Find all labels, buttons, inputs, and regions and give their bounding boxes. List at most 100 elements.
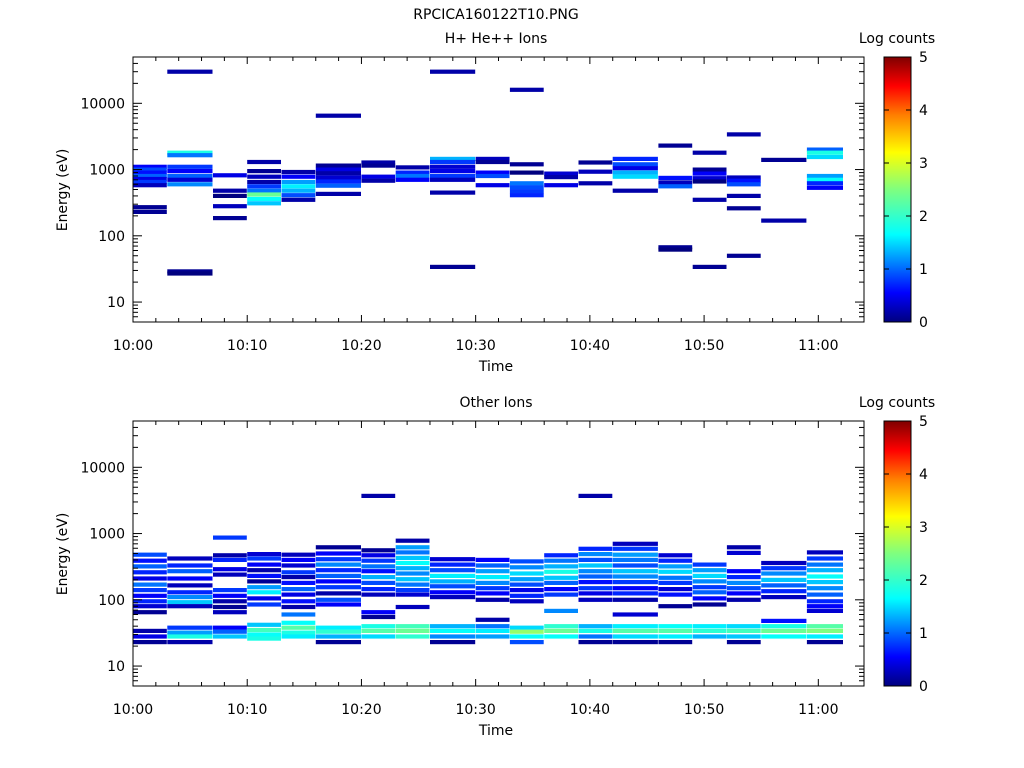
heatmap-cell (578, 591, 613, 596)
heatmap-cell (430, 264, 476, 269)
heatmap-cell (133, 634, 167, 639)
heatmap-cell (430, 164, 476, 169)
heatmap-cell (167, 69, 213, 74)
axes: 10:00 10:10 10:20 10:30 10:40 10:50 11:00 10 100… (80, 56, 865, 354)
colorbar-tick-label: 4 (919, 103, 928, 119)
heatmap-cell (761, 571, 807, 576)
heatmap-cell (281, 570, 316, 575)
heatmap-cell (247, 159, 281, 165)
heatmap-cell (612, 628, 658, 633)
heatmap-cell (213, 553, 247, 558)
heatmap-cell (806, 599, 843, 604)
heatmap-cell (761, 634, 807, 639)
heatmap-cell (509, 181, 544, 186)
heatmap-cell (213, 535, 247, 540)
heatmap-cell (361, 174, 396, 179)
heatmap-cell (544, 558, 578, 563)
heatmap-cell (315, 179, 361, 184)
heatmap-cell (247, 196, 281, 202)
heatmap-cell (806, 147, 843, 152)
heatmap-cell (213, 193, 247, 198)
heatmap-cell (167, 569, 213, 574)
heatmap-cell (509, 640, 544, 645)
y-tick-label: 10000 (80, 460, 125, 476)
heatmap-cell (509, 189, 544, 194)
heatmap-cell (761, 583, 807, 588)
heatmap-cell (544, 580, 578, 585)
heatmap-cell (281, 169, 316, 175)
heatmap-cell (544, 564, 578, 569)
heatmap-cell (361, 592, 396, 597)
heatmap-cell (281, 193, 316, 198)
heatmap-cell (692, 579, 727, 584)
heatmap-cell (361, 610, 396, 615)
x-axis-label: Time (478, 723, 513, 739)
heatmap-cell (167, 630, 213, 635)
heatmap-cells (133, 493, 843, 645)
heatmap-cell (315, 562, 361, 567)
x-tick-label: 10:30 (455, 702, 495, 718)
heatmap-cell (361, 493, 396, 498)
heatmap-cell (692, 590, 727, 595)
heatmap-cell (658, 604, 693, 609)
heatmap-cell (475, 591, 510, 596)
heatmap-cell (544, 183, 578, 188)
heatmap-cell (281, 587, 316, 592)
heatmap-cell (726, 569, 761, 574)
heatmap-cell (544, 587, 578, 592)
heatmap-cell (430, 624, 476, 629)
heatmap-cell (578, 552, 613, 557)
heatmap-cell (247, 556, 281, 561)
heatmap-cell (213, 629, 247, 634)
heatmap-cell (167, 625, 213, 630)
heatmap-cell (761, 566, 807, 571)
heatmap-cell (578, 546, 613, 551)
heatmap-cell (475, 628, 510, 633)
heatmap-cell (167, 153, 213, 158)
heatmap-cell (658, 640, 693, 645)
colorbar-tick-label: 2 (919, 573, 928, 589)
y-tick-label: 100 (98, 229, 125, 245)
heatmap-cell (509, 87, 544, 92)
heatmap-cell (612, 574, 658, 579)
heatmap-cell (247, 562, 281, 567)
heatmap-cell (612, 624, 658, 629)
heatmap-cell (315, 640, 361, 645)
heatmap-cell (806, 185, 843, 190)
heatmap-cell (612, 174, 658, 179)
heatmap-cell (578, 563, 613, 568)
heatmap-cell (133, 170, 167, 175)
heatmap-cell (430, 579, 476, 584)
heatmap-cell (213, 567, 247, 572)
heatmap-cell (726, 175, 761, 180)
heatmap-cell (806, 628, 843, 633)
heatmap-cell (806, 634, 843, 639)
heatmap-cell (578, 569, 613, 574)
colorbar-tick-label: 4 (919, 467, 928, 483)
heatmap-cell (247, 179, 281, 185)
x-tick-label: 10:30 (455, 338, 495, 354)
x-tick-label: 10:20 (341, 338, 381, 354)
colorbar-tick-label: 0 (919, 315, 928, 331)
heatmap-cell (658, 628, 693, 633)
heatmap-cell (658, 184, 693, 189)
heatmap-cell (806, 154, 843, 160)
heatmap-cell (247, 596, 281, 601)
heatmap-cell (395, 173, 430, 179)
y-axis-label: Energy (eV) (55, 149, 71, 232)
x-tick-label: 10:40 (570, 702, 610, 718)
heatmap-cell (612, 170, 658, 175)
heatmap-cell (213, 557, 247, 562)
heatmap-cell (361, 614, 396, 620)
heatmap-cell (692, 573, 727, 578)
heatmap-cell (761, 560, 807, 566)
heatmap-cell (658, 575, 693, 580)
heatmap-cell (430, 634, 476, 639)
heatmap-cell (430, 156, 476, 161)
heatmap-cell (726, 586, 761, 591)
heatmap-cells (133, 69, 843, 276)
colorbar-tick-label: 0 (919, 679, 928, 695)
y-tick-label: 1000 (89, 527, 125, 543)
heatmap-cell (361, 580, 396, 585)
